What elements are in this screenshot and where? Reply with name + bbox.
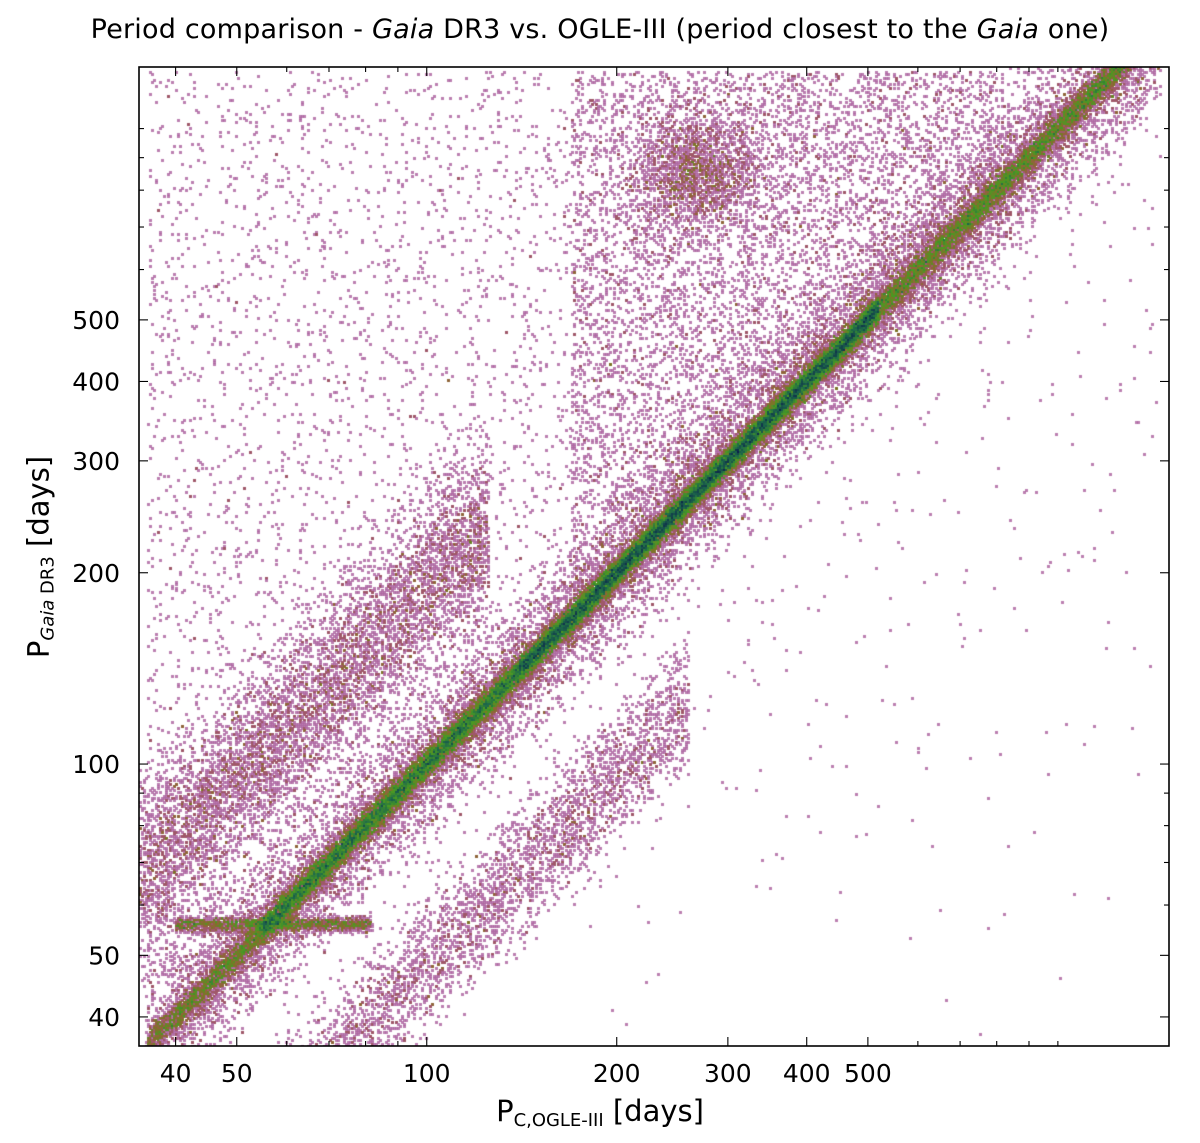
y-tick-label: 500 bbox=[72, 306, 120, 335]
plot-frame bbox=[138, 66, 1170, 1047]
y-tick-label: 300 bbox=[72, 447, 120, 476]
y-tick-label: 100 bbox=[72, 750, 120, 779]
x-tick-label: 200 bbox=[593, 1059, 641, 1088]
x-tick-label: 500 bbox=[844, 1059, 892, 1088]
scatter-points bbox=[139, 67, 1169, 1046]
x-tick-label: 100 bbox=[403, 1059, 451, 1088]
y-tick-label: 200 bbox=[72, 559, 120, 588]
x-tick-label: 40 bbox=[160, 1059, 192, 1088]
y-tick-label: 40 bbox=[88, 1003, 120, 1032]
x-tick-label: 300 bbox=[704, 1059, 752, 1088]
chart-title: Period comparison - Gaia DR3 vs. OGLE-II… bbox=[90, 14, 1110, 45]
y-tick-label: 50 bbox=[88, 941, 120, 970]
axis-ticks: 40 50 100 200 300 400 500 40 50 100 200 300 400 500 bbox=[72, 67, 1169, 1088]
x-axis-label: PC,OGLE-III [days] bbox=[496, 1094, 704, 1132]
x-tick-label: 400 bbox=[783, 1059, 831, 1088]
x-tick-label: 50 bbox=[221, 1059, 253, 1088]
y-tick-label: 400 bbox=[72, 367, 120, 396]
